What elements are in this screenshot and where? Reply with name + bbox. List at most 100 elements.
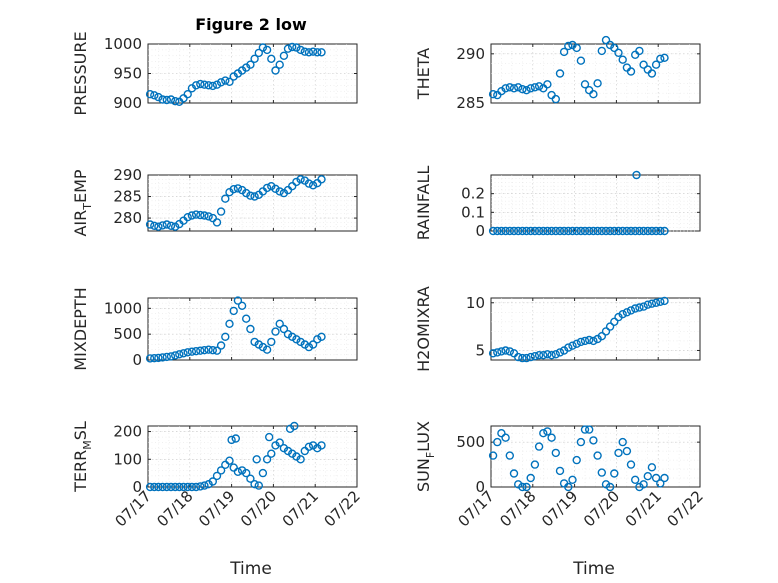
data-point (601, 226, 611, 236)
data-point (308, 181, 318, 190)
data-point (501, 433, 510, 442)
x-tick-label: 07/18 (496, 487, 539, 530)
data-point (522, 353, 531, 363)
axes-frame (490, 425, 701, 488)
x-tick-label: 07/20 (580, 487, 623, 530)
y-label-subscript: F (424, 452, 437, 458)
data-point (292, 335, 301, 344)
data-point (290, 421, 299, 431)
data-point (580, 425, 590, 434)
data-point (208, 477, 218, 486)
data-point (196, 79, 205, 89)
data-point (614, 48, 623, 57)
data-point (267, 54, 276, 63)
data-point (200, 481, 209, 490)
data-point (568, 226, 577, 236)
data-point (212, 80, 222, 89)
data-point (187, 482, 197, 492)
data-point (187, 211, 197, 220)
data-point (622, 446, 632, 456)
data-point (191, 210, 201, 219)
data-point (162, 95, 172, 105)
data-point (246, 60, 255, 69)
x-tick-label: 07/21 (279, 487, 322, 530)
data-point (175, 482, 184, 492)
data-point (250, 480, 259, 489)
data-point (279, 324, 289, 334)
data-point (158, 482, 167, 492)
data-point (614, 448, 623, 458)
data-point (196, 482, 205, 491)
data-point (559, 47, 569, 57)
data-point (497, 226, 506, 236)
data-point (505, 347, 514, 356)
subplot-sun-flux: 0500SUNFLUX07/1707/1807/1907/2007/2107/2… (414, 421, 707, 530)
data-point (656, 297, 665, 306)
data-point (204, 212, 213, 221)
data-point (241, 468, 251, 478)
axes-frame (490, 43, 701, 104)
data-point (162, 482, 172, 492)
data-point (288, 42, 297, 52)
data-point (626, 226, 636, 236)
data-point (158, 95, 167, 104)
data-point (288, 181, 297, 191)
y-label-rest: LUX (414, 421, 433, 452)
data-point (610, 43, 619, 53)
data-point (622, 308, 632, 317)
data-point (191, 482, 201, 492)
data-point (231, 434, 241, 443)
data-point (267, 181, 276, 191)
data-point (145, 354, 155, 363)
data-point (200, 211, 209, 220)
data-point (526, 473, 535, 483)
data-point (258, 342, 268, 352)
data-point (488, 451, 498, 460)
data-point (555, 69, 565, 78)
data-point (271, 184, 280, 194)
y-tick-label: 290 (113, 166, 142, 184)
data-point (208, 81, 218, 91)
data-point (216, 207, 226, 216)
data-point (647, 226, 657, 236)
data-point (145, 482, 155, 492)
y-tick-label: 1000 (104, 299, 142, 317)
data-point (233, 467, 243, 476)
data-point (497, 347, 506, 356)
data-point (288, 332, 297, 341)
data-point (576, 56, 586, 65)
data-point (304, 442, 314, 451)
y-label-rest: EMP (71, 169, 90, 203)
data-point (555, 466, 565, 476)
y-tick-label: 200 (113, 423, 142, 441)
data-point (622, 226, 632, 236)
data-point (522, 482, 531, 492)
data-point (308, 47, 318, 56)
axes-frame (147, 425, 358, 488)
data-point (166, 482, 176, 492)
data-point (526, 352, 535, 362)
data-point (275, 319, 284, 328)
y-tick-label: 500 (113, 325, 142, 343)
data-point (262, 345, 272, 354)
data-series (488, 296, 669, 363)
data-point (656, 54, 665, 63)
data-point (145, 89, 155, 99)
data-point (267, 337, 276, 347)
data-point (154, 222, 163, 231)
data-point (631, 304, 640, 313)
data-point (204, 345, 213, 354)
data-point (179, 349, 188, 358)
data-point (262, 455, 272, 464)
data-point (551, 94, 560, 104)
data-point (233, 184, 243, 193)
data-point (651, 226, 661, 236)
data-point (534, 442, 544, 451)
data-point (304, 342, 314, 352)
data-point (514, 83, 523, 92)
data-point (212, 471, 222, 481)
data-point (241, 188, 251, 198)
data-point (543, 350, 552, 359)
subplot-air-temp: 280 285 290 AIRTEMP (71, 166, 358, 237)
